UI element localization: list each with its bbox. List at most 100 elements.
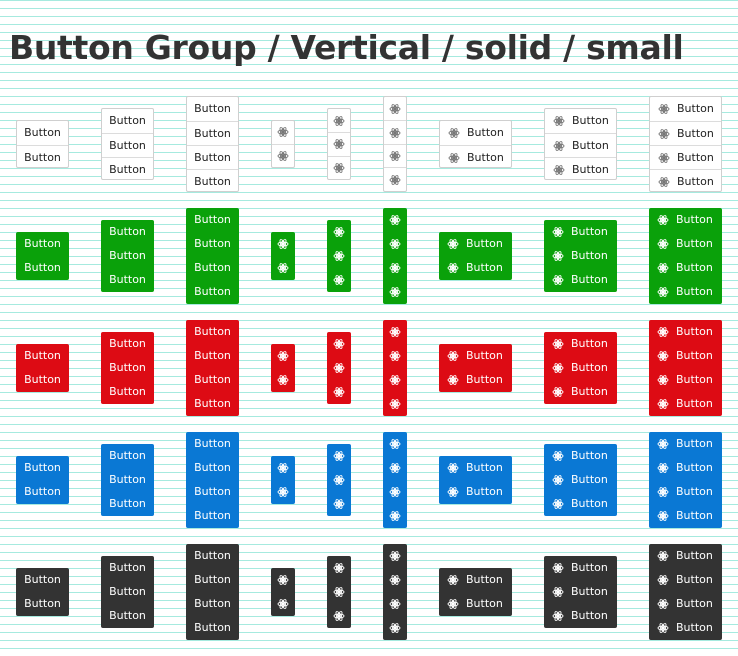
group-button[interactable]: Button (440, 145, 511, 167)
group-button[interactable]: Button (186, 320, 239, 344)
group-button[interactable] (271, 368, 295, 392)
group-button[interactable]: Button (544, 332, 617, 356)
group-button[interactable]: Button (649, 432, 722, 456)
group-button[interactable]: Button (16, 568, 69, 592)
group-button[interactable]: Button (439, 480, 512, 504)
group-button[interactable]: Button (186, 280, 239, 304)
group-button[interactable] (383, 592, 407, 616)
group-button[interactable]: Button (16, 232, 69, 256)
group-button[interactable]: Button (101, 444, 154, 468)
group-button[interactable]: Button (186, 232, 239, 256)
group-button[interactable] (327, 468, 351, 492)
group-button[interactable]: Button (186, 256, 239, 280)
group-button[interactable]: Button (544, 220, 617, 244)
group-button[interactable]: Button (186, 544, 239, 568)
group-button[interactable]: Button (650, 145, 721, 169)
group-button[interactable]: Button (187, 97, 238, 121)
group-button[interactable]: Button (439, 592, 512, 616)
group-button[interactable] (327, 244, 351, 268)
group-button[interactable]: Button (544, 268, 617, 292)
group-button[interactable]: Button (649, 208, 722, 232)
group-button[interactable]: Button (544, 468, 617, 492)
group-button[interactable]: Button (649, 504, 722, 528)
group-button[interactable] (327, 556, 351, 580)
group-button[interactable]: Button (439, 344, 512, 368)
group-button[interactable]: Button (186, 432, 239, 456)
group-button[interactable]: Button (649, 568, 722, 592)
group-button[interactable] (328, 155, 350, 179)
group-button[interactable]: Button (649, 480, 722, 504)
group-button[interactable]: Button (16, 344, 69, 368)
group-button[interactable] (327, 580, 351, 604)
group-button[interactable] (383, 232, 407, 256)
group-button[interactable] (271, 568, 295, 592)
group-button[interactable] (272, 143, 294, 167)
group-button[interactable]: Button (187, 145, 238, 169)
group-button[interactable]: Button (101, 604, 154, 628)
group-button[interactable]: Button (102, 109, 153, 133)
group-button[interactable]: Button (544, 356, 617, 380)
group-button[interactable]: Button (439, 456, 512, 480)
group-button[interactable] (384, 120, 406, 144)
group-button[interactable] (271, 480, 295, 504)
group-button[interactable]: Button (439, 368, 512, 392)
group-button[interactable] (383, 208, 407, 232)
group-button[interactable]: Button (545, 109, 616, 133)
group-button[interactable]: Button (650, 169, 721, 191)
group-button[interactable] (383, 256, 407, 280)
group-button[interactable]: Button (649, 456, 722, 480)
group-button[interactable] (383, 456, 407, 480)
group-button[interactable]: Button (16, 456, 69, 480)
group-button[interactable] (383, 504, 407, 528)
group-button[interactable]: Button (101, 556, 154, 580)
group-button[interactable]: Button (544, 492, 617, 516)
group-button[interactable] (327, 332, 351, 356)
group-button[interactable]: Button (544, 244, 617, 268)
group-button[interactable]: Button (101, 356, 154, 380)
group-button[interactable] (327, 604, 351, 628)
group-button[interactable]: Button (650, 121, 721, 145)
group-button[interactable]: Button (544, 556, 617, 580)
group-button[interactable]: Button (649, 344, 722, 368)
group-button[interactable]: Button (186, 456, 239, 480)
group-button[interactable]: Button (545, 133, 616, 157)
group-button[interactable]: Button (16, 592, 69, 616)
group-button[interactable]: Button (16, 368, 69, 392)
group-button[interactable] (271, 592, 295, 616)
group-button[interactable] (272, 121, 294, 144)
group-button[interactable] (384, 143, 406, 168)
group-button[interactable]: Button (649, 544, 722, 568)
group-button[interactable]: Button (649, 616, 722, 640)
group-button[interactable] (327, 380, 351, 404)
group-button[interactable]: Button (101, 468, 154, 492)
group-button[interactable] (383, 344, 407, 368)
group-button[interactable]: Button (17, 145, 68, 167)
group-button[interactable] (271, 256, 295, 280)
group-button[interactable]: Button (544, 444, 617, 468)
group-button[interactable]: Button (186, 616, 239, 640)
group-button[interactable] (383, 392, 407, 416)
group-button[interactable]: Button (650, 97, 721, 121)
group-button[interactable]: Button (544, 580, 617, 604)
group-button[interactable]: Button (101, 580, 154, 604)
group-button[interactable]: Button (101, 268, 154, 292)
group-button[interactable]: Button (544, 604, 617, 628)
group-button[interactable] (271, 456, 295, 480)
group-button[interactable] (383, 544, 407, 568)
group-button[interactable]: Button (649, 280, 722, 304)
group-button[interactable]: Button (186, 480, 239, 504)
group-button[interactable]: Button (186, 504, 239, 528)
group-button[interactable]: Button (186, 392, 239, 416)
group-button[interactable]: Button (544, 380, 617, 404)
group-button[interactable] (328, 132, 350, 155)
group-button[interactable]: Button (649, 392, 722, 416)
group-button[interactable]: Button (649, 232, 722, 256)
group-button[interactable]: Button (186, 208, 239, 232)
group-button[interactable] (384, 167, 406, 191)
group-button[interactable]: Button (101, 244, 154, 268)
group-button[interactable]: Button (187, 169, 238, 191)
group-button[interactable] (383, 320, 407, 344)
group-button[interactable]: Button (649, 592, 722, 616)
group-button[interactable] (383, 568, 407, 592)
group-button[interactable]: Button (545, 157, 616, 179)
